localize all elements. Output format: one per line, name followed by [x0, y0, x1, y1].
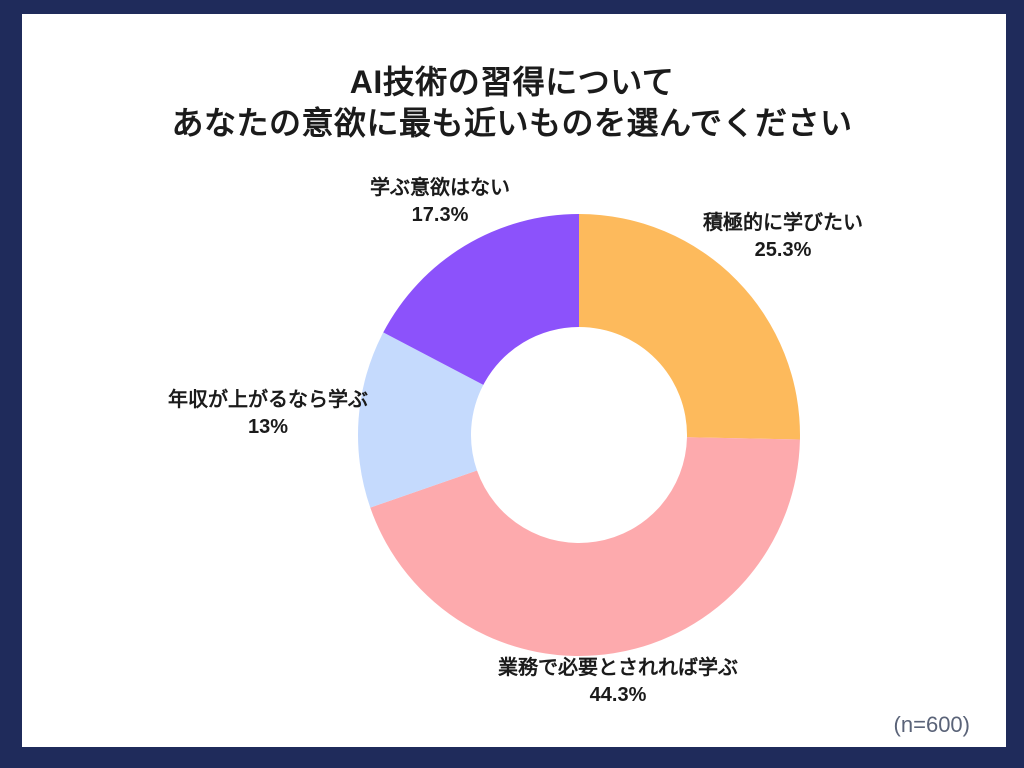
- donut-segment-2: [357, 332, 484, 508]
- donut-segment-1: [370, 437, 800, 656]
- segment-label-value: 17.3%: [411, 204, 469, 226]
- segment-label-value: 44.3%: [589, 684, 647, 706]
- segment-label-text: 年収が上がるなら学ぶ: [168, 389, 368, 411]
- segment-label-value: 13%: [247, 416, 289, 438]
- segment-label-value: 25.3%: [754, 239, 812, 261]
- donut-segment-0: [579, 214, 800, 440]
- segment-label-salary: 年収が上がるなら学ぶ 13%: [118, 387, 418, 441]
- donut-segment-3: [383, 213, 579, 385]
- chart-title-line1: AI技術の習得について: [349, 64, 675, 100]
- sample-size-note: (n=600): [893, 712, 970, 737]
- segment-label-text: 積極的に学びたい: [703, 212, 863, 234]
- chart-title: AI技術の習得について あなたの意欲に最も近いものを選んでください: [0, 62, 1024, 144]
- segment-label-proactive: 積極的に学びたい 25.3%: [633, 210, 933, 264]
- segment-label-text: 業務で必要とされれば学ぶ: [498, 657, 738, 679]
- segment-label-no-motivation: 学ぶ意欲はない 17.3%: [290, 175, 590, 229]
- chart-title-line2: あなたの意欲に最も近いものを選んでください: [171, 105, 853, 141]
- segment-label-text: 学ぶ意欲はない: [370, 177, 510, 199]
- segment-label-work-required: 業務で必要とされれば学ぶ 44.3%: [468, 655, 768, 709]
